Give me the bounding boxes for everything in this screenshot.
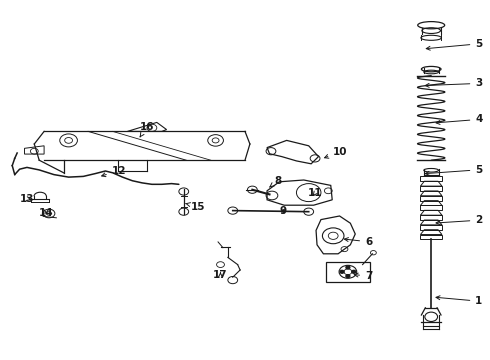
Text: 14: 14 xyxy=(39,208,54,218)
Text: 5: 5 xyxy=(426,39,483,50)
Text: 16: 16 xyxy=(140,122,154,137)
Text: 12: 12 xyxy=(102,166,126,177)
Text: 1: 1 xyxy=(436,296,483,306)
Circle shape xyxy=(340,270,344,273)
Circle shape xyxy=(346,266,350,269)
Text: 11: 11 xyxy=(308,188,322,198)
Text: 3: 3 xyxy=(425,78,483,89)
Text: 15: 15 xyxy=(186,202,206,212)
Text: 8: 8 xyxy=(270,176,282,187)
Text: 7: 7 xyxy=(354,271,372,281)
Text: 17: 17 xyxy=(213,270,228,280)
Text: 2: 2 xyxy=(436,215,483,225)
Text: 9: 9 xyxy=(279,206,287,216)
Text: 4: 4 xyxy=(436,114,483,125)
Circle shape xyxy=(352,270,356,273)
Circle shape xyxy=(346,275,350,278)
Text: 6: 6 xyxy=(344,237,372,247)
Text: 13: 13 xyxy=(20,194,34,204)
Text: 5: 5 xyxy=(425,165,483,175)
Text: 10: 10 xyxy=(324,147,348,158)
